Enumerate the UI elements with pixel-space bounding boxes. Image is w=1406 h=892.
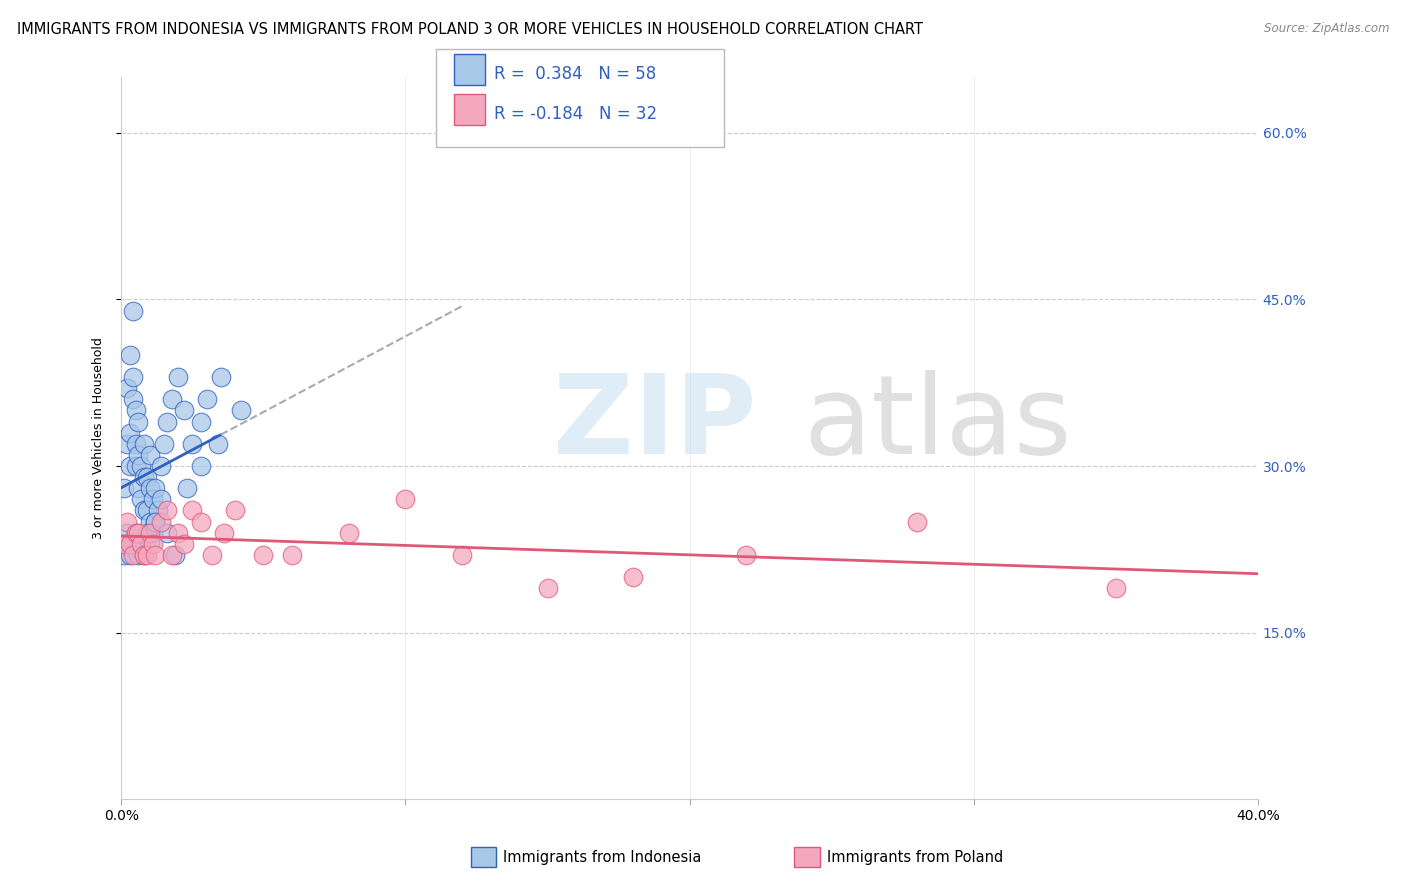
Point (176, 481, 198, 495)
Point (115, 525, 138, 540)
Point (132, 548, 155, 562)
Point (536, 581, 558, 595)
Point (190, 415, 212, 429)
Point (252, 548, 274, 562)
Point (209, 370, 232, 384)
Text: Source: ZipAtlas.com: Source: ZipAtlas.com (1264, 22, 1389, 36)
Point (148, 503, 170, 517)
Text: R = -0.184   N = 32: R = -0.184 N = 32 (494, 105, 657, 123)
Point (129, 537, 152, 551)
Point (201, 548, 224, 562)
Point (138, 537, 160, 551)
Point (115, 381, 138, 395)
Point (150, 458, 173, 473)
Point (127, 525, 149, 540)
Point (112, 537, 135, 551)
Point (118, 458, 141, 473)
Point (281, 548, 304, 562)
Point (145, 548, 167, 562)
Point (142, 537, 165, 551)
Point (138, 525, 160, 540)
Point (118, 537, 141, 551)
Point (127, 448, 149, 462)
Point (124, 437, 146, 451)
Point (162, 392, 184, 407)
Point (129, 492, 152, 507)
Point (132, 437, 155, 451)
Point (156, 415, 179, 429)
Point (181, 503, 204, 517)
Point (162, 548, 184, 562)
Point (167, 525, 190, 540)
Text: atlas: atlas (803, 370, 1071, 477)
Point (127, 415, 149, 429)
Point (121, 548, 143, 562)
Text: Immigrants from Indonesia: Immigrants from Indonesia (503, 850, 702, 864)
Point (129, 458, 152, 473)
Point (153, 437, 176, 451)
Point (135, 470, 157, 484)
Point (129, 537, 152, 551)
Text: Immigrants from Poland: Immigrants from Poland (827, 850, 1002, 864)
Point (138, 515, 160, 529)
Text: IMMIGRANTS FROM INDONESIA VS IMMIGRANTS FROM POLAND 3 OR MORE VEHICLES IN HOUSEH: IMMIGRANTS FROM INDONESIA VS IMMIGRANTS … (17, 22, 922, 37)
Point (150, 515, 173, 529)
Point (132, 470, 155, 484)
Point (190, 515, 212, 529)
Point (224, 503, 246, 517)
Point (173, 403, 195, 417)
Point (145, 515, 167, 529)
Point (145, 515, 167, 529)
Point (124, 525, 146, 540)
Point (207, 437, 229, 451)
Point (190, 458, 212, 473)
Point (118, 425, 141, 440)
Point (135, 503, 157, 517)
Point (127, 548, 149, 562)
Text: ZIP: ZIP (553, 370, 756, 477)
Point (138, 448, 160, 462)
Point (121, 370, 143, 384)
Point (135, 525, 157, 540)
Point (142, 492, 165, 507)
Point (135, 548, 157, 562)
Point (112, 548, 135, 562)
Point (132, 548, 155, 562)
Point (127, 481, 149, 495)
Point (142, 525, 165, 540)
Point (735, 548, 758, 562)
Point (1105, 581, 1128, 595)
Point (118, 348, 141, 362)
Point (121, 392, 143, 407)
Point (212, 525, 235, 540)
Point (195, 392, 218, 407)
Point (337, 525, 360, 540)
Point (124, 458, 146, 473)
Point (156, 525, 179, 540)
Point (132, 503, 155, 517)
Point (121, 537, 143, 551)
Point (621, 570, 644, 584)
Point (115, 437, 138, 451)
Point (165, 548, 187, 562)
Point (124, 403, 146, 417)
Point (138, 481, 160, 495)
Point (181, 437, 204, 451)
Point (451, 548, 474, 562)
Point (112, 481, 135, 495)
Point (150, 492, 173, 507)
Point (229, 403, 252, 417)
Point (394, 492, 416, 507)
Y-axis label: 3 or more Vehicles in Household: 3 or more Vehicles in Household (93, 337, 105, 539)
Point (124, 525, 146, 540)
Point (121, 303, 143, 318)
Point (118, 548, 141, 562)
Point (167, 370, 190, 384)
Point (115, 515, 138, 529)
Point (905, 515, 928, 529)
Point (145, 481, 167, 495)
Point (156, 503, 179, 517)
Text: R =  0.384   N = 58: R = 0.384 N = 58 (494, 65, 655, 83)
Point (173, 537, 195, 551)
